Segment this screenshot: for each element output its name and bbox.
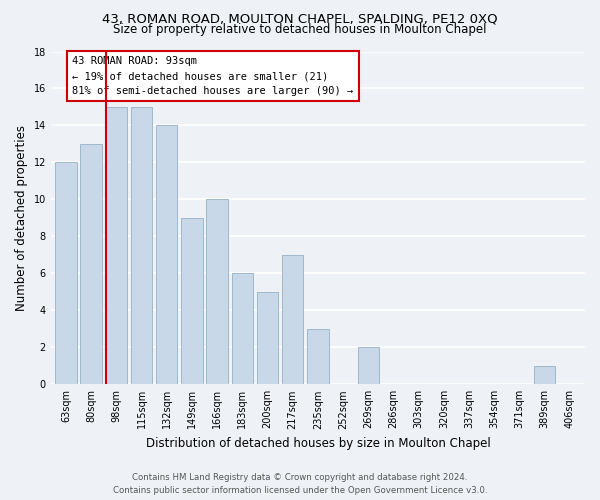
Bar <box>534 366 556 384</box>
Bar <box>232 274 253 384</box>
Y-axis label: Number of detached properties: Number of detached properties <box>15 125 28 311</box>
Bar <box>307 329 329 384</box>
X-axis label: Distribution of detached houses by size in Moulton Chapel: Distribution of detached houses by size … <box>146 437 490 450</box>
Bar <box>358 348 379 385</box>
Text: 43 ROMAN ROAD: 93sqm
← 19% of detached houses are smaller (21)
81% of semi-detac: 43 ROMAN ROAD: 93sqm ← 19% of detached h… <box>72 56 353 96</box>
Bar <box>106 107 127 384</box>
Bar <box>181 218 203 384</box>
Bar <box>282 255 304 384</box>
Bar <box>257 292 278 384</box>
Bar <box>131 107 152 384</box>
Text: Contains HM Land Registry data © Crown copyright and database right 2024.
Contai: Contains HM Land Registry data © Crown c… <box>113 474 487 495</box>
Bar <box>55 162 77 384</box>
Bar <box>206 200 228 384</box>
Bar <box>80 144 102 384</box>
Bar <box>156 126 178 384</box>
Text: Size of property relative to detached houses in Moulton Chapel: Size of property relative to detached ho… <box>113 22 487 36</box>
Text: 43, ROMAN ROAD, MOULTON CHAPEL, SPALDING, PE12 0XQ: 43, ROMAN ROAD, MOULTON CHAPEL, SPALDING… <box>102 12 498 26</box>
